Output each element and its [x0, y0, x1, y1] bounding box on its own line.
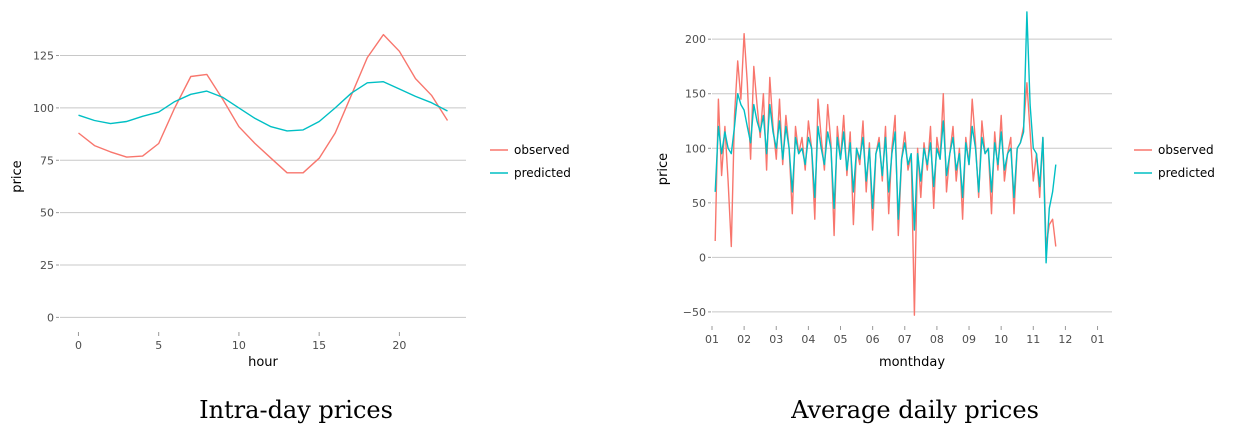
x-tick-label: 20: [392, 339, 406, 352]
y-tick-label: 0: [699, 251, 706, 264]
x-tick-label: 04: [801, 333, 815, 346]
x-tick-label: 10: [232, 339, 246, 352]
y-tick-label: 100: [33, 102, 54, 115]
x-tick-label: 0: [75, 339, 82, 352]
x-tick-label: 07: [898, 333, 912, 346]
y-tick-label: 200: [685, 33, 706, 46]
x-tick-label: 01: [1091, 333, 1105, 346]
legend-label-predicted: predicted: [514, 166, 571, 180]
series-line-predicted: [78, 80, 448, 132]
x-tick-label: 10: [994, 333, 1008, 346]
y-tick-label: 100: [685, 142, 706, 155]
series-line-observed: [78, 33, 449, 174]
y-tick-label: −50: [683, 306, 706, 319]
caption-daily: Average daily prices: [790, 396, 1039, 424]
x-tick-label: 12: [1058, 333, 1072, 346]
y-tick-label: 50: [692, 197, 706, 210]
legend-label-observed: observed: [514, 143, 570, 157]
y-axis-title: price: [10, 160, 25, 192]
y-tick-label: 125: [33, 50, 54, 63]
series-line-observed: [714, 33, 1057, 316]
y-tick-label: 150: [685, 88, 706, 101]
x-tick-label: 08: [930, 333, 944, 346]
x-tick-label: 03: [769, 333, 783, 346]
x-tick-label: 01: [705, 333, 719, 346]
x-tick-label: 5: [155, 339, 162, 352]
x-tick-label: 11: [1026, 333, 1040, 346]
y-tick-label: 25: [40, 259, 54, 272]
x-tick-label: 02: [737, 333, 751, 346]
x-tick-label: 09: [962, 333, 976, 346]
legend-label-predicted: predicted: [1158, 166, 1215, 180]
y-tick-label: 50: [40, 207, 54, 220]
x-axis-title: hour: [248, 355, 278, 370]
y-tick-label: 0: [47, 311, 54, 324]
daily-chart: −50 0 50 100 150 200 01 02 03 04 05 06 07 08 09 10 11 12 0…: [656, 11, 1215, 370]
legend-label-observed: observed: [1158, 143, 1214, 157]
intra-day-chart: 0 25 50 75 100 125 0 5 10 15 20 hour price observed pr…: [10, 33, 571, 370]
caption-intra-day: Intra-day prices: [199, 396, 393, 424]
x-tick-label: 15: [312, 339, 326, 352]
x-tick-label: 06: [866, 333, 880, 346]
series-line-predicted: [714, 11, 1057, 264]
y-tick-label: 75: [40, 154, 54, 167]
y-axis-title: price: [656, 153, 671, 185]
x-axis-title: monthday: [879, 355, 945, 370]
x-tick-label: 05: [834, 333, 848, 346]
